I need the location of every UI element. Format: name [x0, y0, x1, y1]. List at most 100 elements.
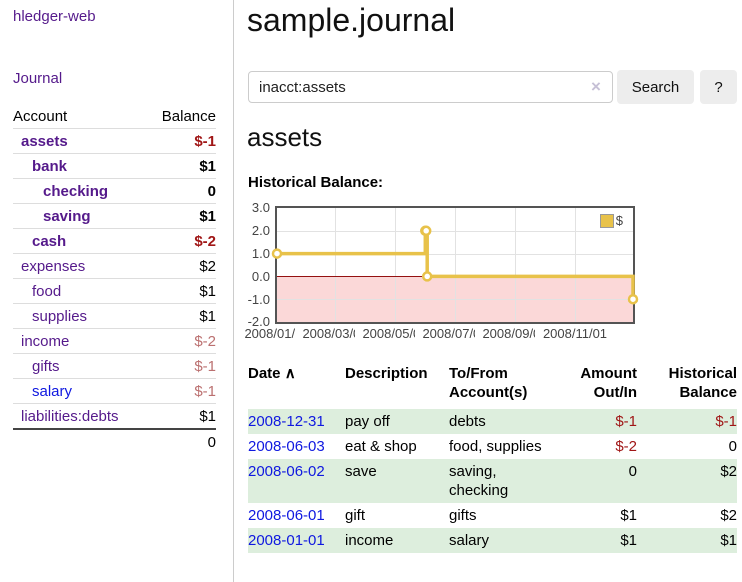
account-balance: $-2	[194, 232, 216, 250]
account-row-bank: bank $1	[13, 153, 216, 178]
accounts-table-header: Account Balance	[13, 104, 216, 128]
transaction-description: gift	[345, 507, 366, 524]
balance-chart-plot: $	[271, 206, 639, 324]
y-tick-label: 3.0	[251, 200, 270, 215]
register-table: Date ∧ Description To/From Account(s) Am…	[248, 362, 737, 553]
transaction-balance: $2	[720, 507, 737, 524]
description-column-label: Description	[345, 365, 428, 382]
transaction-accounts: saving, checking	[449, 459, 549, 503]
y-tick-label: 0.0	[251, 269, 270, 284]
account-balance: $-1	[194, 357, 216, 375]
transaction-date-link[interactable]: 2008-06-03	[248, 438, 325, 455]
app-title-link[interactable]: hledger-web	[13, 8, 96, 25]
register-row: 2008-01-01 income salary $1 $1	[248, 528, 737, 553]
account-link-liabilities-debts[interactable]: liabilities:debts	[21, 407, 119, 425]
register-row: 2008-12-31 pay off debts $-1 $-1	[248, 409, 737, 434]
account-balance: $1	[199, 207, 216, 225]
transaction-accounts: debts	[449, 409, 549, 434]
account-row-liabilities-debts: liabilities:debts $1	[13, 403, 216, 428]
account-column-header: Account	[13, 107, 68, 125]
search-button[interactable]: Search	[617, 70, 694, 104]
account-link-checking[interactable]: checking	[43, 182, 109, 200]
account-row-supplies: supplies $1	[13, 303, 216, 328]
transaction-description: pay off	[345, 409, 449, 434]
sidebar-item-journal[interactable]: Journal	[13, 70, 63, 87]
account-balance: $-2	[194, 332, 216, 350]
chart-legend: $	[599, 213, 623, 228]
account-link-cash[interactable]: cash	[32, 232, 67, 250]
transaction-date-link[interactable]: 2008-01-01	[248, 532, 325, 549]
gridline	[335, 208, 336, 322]
register-row: 2008-06-02 save saving, checking 0 $2	[248, 459, 737, 503]
page-title: sample.journal	[247, 2, 456, 38]
date-column-sort[interactable]: Date ∧	[248, 365, 296, 382]
amount-column-label: Amount Out/In	[580, 365, 637, 401]
chart-title: Historical Balance:	[248, 174, 384, 191]
transaction-amount: $-1	[549, 409, 637, 434]
accounts-column-label: To/From Account(s)	[449, 365, 528, 401]
account-balance: $-1	[194, 382, 216, 400]
account-link-income[interactable]: income	[21, 332, 70, 350]
account-row-gifts: gifts $-1	[13, 353, 216, 378]
y-tick-label: 1.0	[251, 246, 270, 261]
legend-swatch-icon	[599, 213, 614, 228]
transaction-balance: $2	[637, 459, 737, 503]
gridline	[515, 208, 516, 322]
account-link-food[interactable]: food	[32, 282, 62, 300]
sort-ascending-icon: ∧	[284, 365, 296, 382]
account-row-cash: cash $-2	[13, 228, 216, 253]
transaction-date-link[interactable]: 2008-06-02	[248, 463, 325, 480]
account-link-gifts[interactable]: gifts	[32, 357, 60, 375]
clear-search-icon[interactable]: ×	[591, 77, 601, 96]
account-balance: 0	[207, 182, 216, 200]
balance-column-header: Balance	[161, 107, 216, 125]
balance-column-label: Historical Balance	[668, 365, 737, 401]
account-balance: $2	[199, 257, 216, 275]
account-link-salary[interactable]: salary	[32, 382, 73, 400]
gridline	[277, 254, 633, 255]
account-row-saving: saving $1	[13, 203, 216, 228]
transaction-balance: 0	[728, 438, 737, 455]
gridline	[277, 299, 633, 300]
legend-label: $	[615, 213, 623, 228]
account-balance: $1	[199, 282, 216, 300]
account-row-food: food $1	[13, 278, 216, 303]
transaction-date-link[interactable]: 2008-12-31	[248, 413, 325, 430]
account-link-assets[interactable]: assets	[21, 132, 68, 150]
transaction-accounts: gifts	[449, 507, 477, 524]
search-input[interactable]	[248, 71, 613, 103]
transaction-amount: $1	[620, 507, 637, 524]
accounts-total-row: 0	[13, 428, 216, 454]
account-balance: $1	[199, 307, 216, 325]
account-row-income: income $-2	[13, 328, 216, 353]
transaction-amount: 0	[549, 459, 637, 503]
register-row: 2008-06-03 eat & shop food, supplies $-2…	[248, 434, 737, 459]
account-link-saving[interactable]: saving	[43, 207, 91, 225]
account-row-assets: assets $-1	[13, 128, 216, 153]
transaction-balance: $-1	[637, 409, 737, 434]
transaction-date-link[interactable]: 2008-06-01	[248, 507, 325, 524]
gridline	[575, 208, 576, 322]
transaction-description: income	[345, 528, 449, 553]
account-link-bank[interactable]: bank	[32, 157, 68, 175]
account-balance: $1	[199, 407, 216, 425]
transaction-description: eat & shop	[345, 438, 417, 455]
account-heading: assets	[247, 122, 323, 152]
account-link-expenses[interactable]: expenses	[21, 257, 86, 275]
y-tick-label: 2.0	[251, 223, 270, 238]
balance-series-line	[271, 225, 639, 305]
y-tick-label: -1.0	[247, 292, 270, 307]
help-button[interactable]: ?	[700, 70, 737, 104]
register-row: 2008-06-01 gift gifts $1 $2	[248, 503, 737, 528]
transaction-amount: $-2	[615, 438, 637, 455]
account-balance: $-1	[194, 132, 216, 150]
account-balance: $1	[199, 157, 216, 175]
account-row-checking: checking 0	[13, 178, 216, 203]
account-link-supplies[interactable]: supplies	[32, 307, 88, 325]
transaction-balance: $1	[637, 528, 737, 553]
x-tick-label: 2008/11/01	[535, 326, 615, 341]
account-row-expenses: expenses $2	[13, 253, 216, 278]
gridline	[455, 208, 456, 322]
gridline	[395, 208, 396, 322]
